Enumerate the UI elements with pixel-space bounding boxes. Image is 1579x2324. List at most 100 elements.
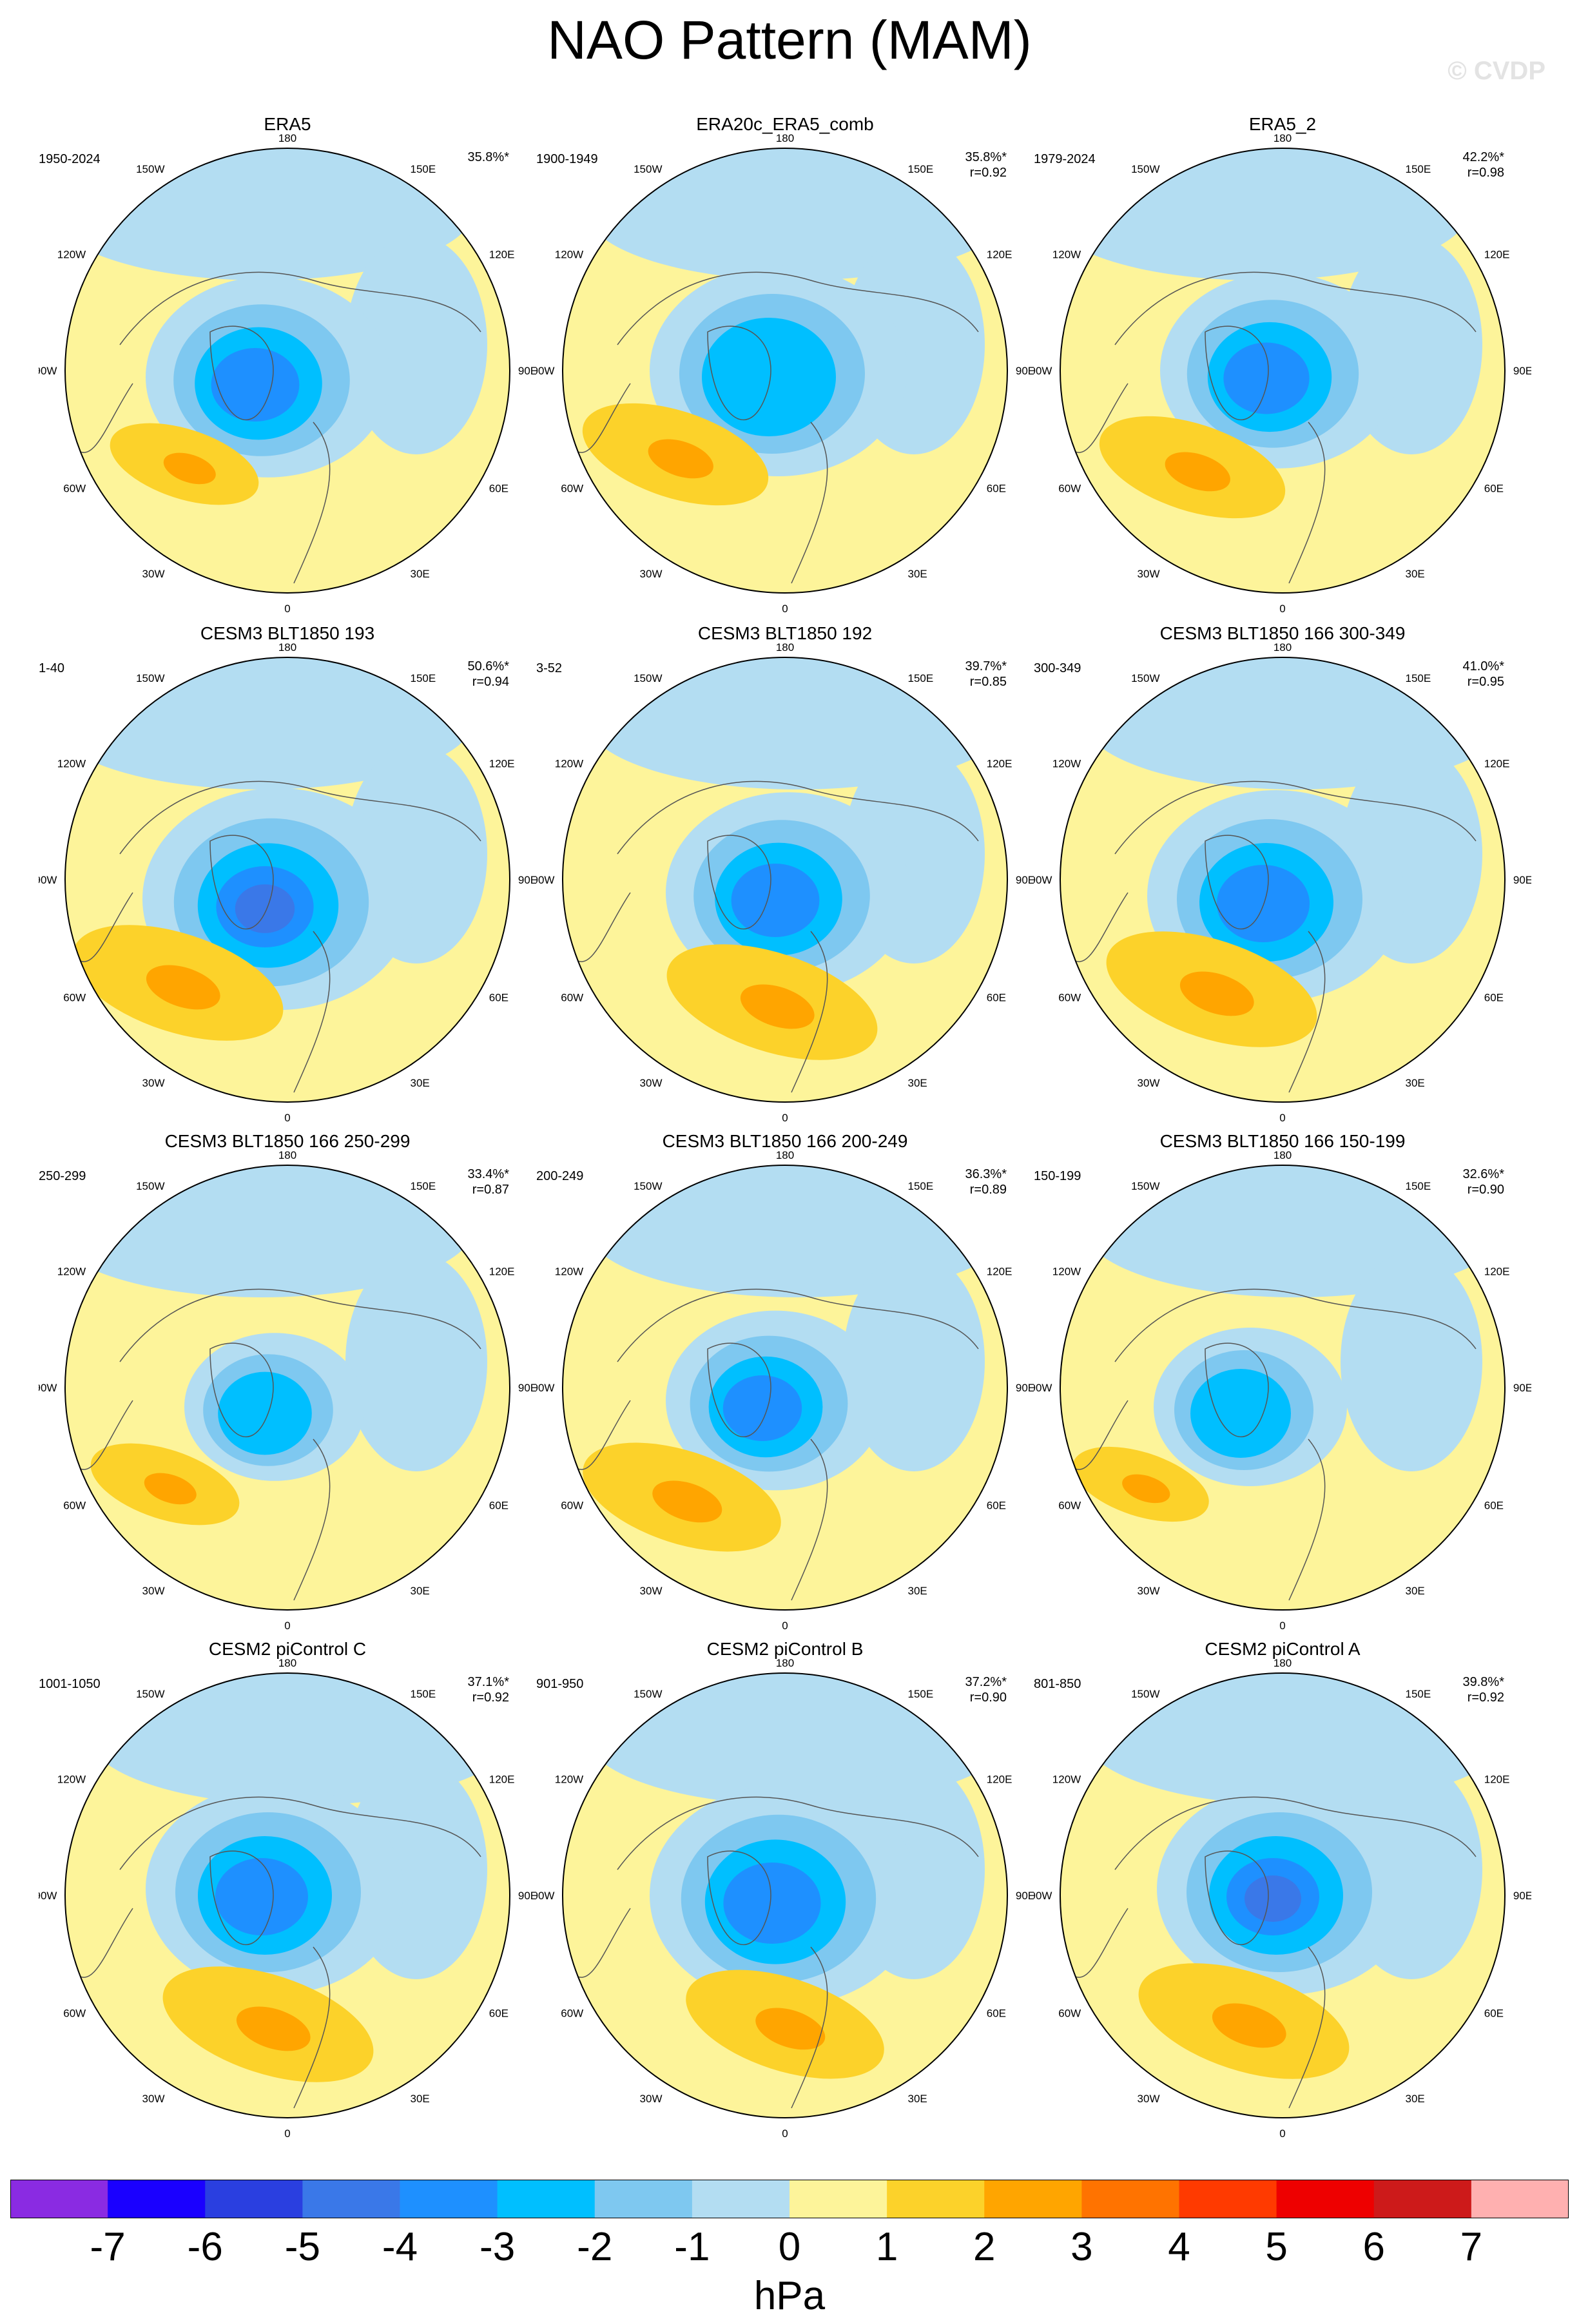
longitude-label: 0 bbox=[284, 1112, 290, 1124]
longitude-label: 120W bbox=[1052, 1774, 1081, 1786]
longitude-label: 150W bbox=[1131, 1180, 1159, 1192]
longitude-label: 120W bbox=[555, 1774, 583, 1786]
colorbar-swatch bbox=[10, 2180, 108, 2218]
longitude-label: 150E bbox=[1406, 1688, 1431, 1700]
longitude-label: 30E bbox=[411, 1077, 430, 1089]
longitude-label: 60W bbox=[561, 992, 583, 1004]
longitude-label: 30W bbox=[640, 1585, 663, 1597]
longitude-label: 150W bbox=[634, 163, 662, 175]
longitude-label: 30W bbox=[142, 2093, 165, 2105]
longitude-label: 30E bbox=[411, 568, 430, 580]
colorbar-swatch bbox=[692, 2180, 790, 2218]
colorbar-swatch bbox=[790, 2180, 887, 2218]
longitude-label: 120W bbox=[1052, 249, 1081, 261]
longitude-label: 30W bbox=[1138, 1585, 1160, 1597]
map-panel: CESM3 BLT1850 166 250-299 250-299 33.4%* r=… bbox=[39, 1130, 536, 1640]
longitude-label: 150W bbox=[1131, 672, 1159, 684]
longitude-label: 30W bbox=[640, 2093, 663, 2105]
longitude-label: 0 bbox=[1279, 2127, 1285, 2140]
longitude-label: 30E bbox=[1406, 1077, 1425, 1089]
variance-explained: 50.6%* bbox=[467, 659, 510, 673]
longitude-label: 120E bbox=[1484, 249, 1510, 261]
map-panel: ERA20c_ERA5_comb 1900-1949 35.8%* r=0.92 180… bbox=[536, 113, 1034, 623]
longitude-label: 90W bbox=[536, 365, 554, 377]
longitude-label: 90E bbox=[1513, 365, 1531, 377]
longitude-label: 60E bbox=[489, 2008, 509, 2020]
longitude-label: 150E bbox=[908, 163, 934, 175]
longitude-label: 120E bbox=[987, 1266, 1012, 1278]
polar-map: 180 0 90W 90E 150W 120W 150E 120E 60W 30W 60E 30E bbox=[39, 1149, 536, 1632]
longitude-label: 30E bbox=[908, 1585, 927, 1597]
longitude-label: 180 bbox=[1274, 641, 1292, 654]
pattern-correlation: r=0.85 bbox=[969, 675, 1007, 689]
colorbar-tick-label: -5 bbox=[284, 2225, 320, 2269]
longitude-label: 30E bbox=[411, 2093, 430, 2105]
colorbar-tick-label: 4 bbox=[1168, 2225, 1190, 2269]
longitude-label: 60W bbox=[63, 2008, 86, 2020]
colorbar-tick-label: 3 bbox=[1070, 2225, 1093, 2269]
panel-title: ERA5 bbox=[264, 114, 311, 134]
longitude-label: 120W bbox=[57, 249, 86, 261]
panel-stats: 35.8%* r=0.92 bbox=[965, 150, 1007, 180]
colorbar-tick-label: -6 bbox=[187, 2225, 223, 2269]
polar-map: 180 0 90W 90E 150W 120W 150E 120E 60W 30W 60E 30E bbox=[536, 641, 1034, 1124]
longitude-label: 90W bbox=[39, 1890, 57, 1902]
longitude-label: 180 bbox=[278, 1657, 296, 1669]
longitude-label: 30E bbox=[411, 1585, 430, 1597]
longitude-label: 30W bbox=[640, 1077, 663, 1089]
longitude-label: 30E bbox=[1406, 1585, 1425, 1597]
longitude-label: 30W bbox=[640, 568, 663, 580]
longitude-label: 60E bbox=[1484, 1500, 1504, 1512]
variance-explained: 35.8%* bbox=[965, 150, 1007, 164]
longitude-label: 0 bbox=[782, 603, 788, 615]
panel-stats: 37.2%* r=0.90 bbox=[965, 1674, 1007, 1705]
longitude-label: 150W bbox=[1131, 1688, 1159, 1700]
colorbar-swatch bbox=[984, 2180, 1082, 2218]
pattern-correlation: r=0.95 bbox=[1467, 675, 1504, 689]
variance-explained: 42.2%* bbox=[1462, 150, 1505, 164]
panel-title: CESM2 piControl B bbox=[706, 1639, 864, 1659]
colorbar-svg bbox=[10, 2180, 1569, 2218]
longitude-label: 180 bbox=[776, 1657, 794, 1669]
longitude-label: 120E bbox=[489, 249, 515, 261]
polar-map: 180 0 90W 90E 150W 120W 150E 120E 60W 30W 60E 30E bbox=[1034, 1657, 1531, 2140]
longitude-label: 60W bbox=[1058, 992, 1081, 1004]
longitude-label: 120W bbox=[555, 1266, 583, 1278]
longitude-label: 0 bbox=[782, 2127, 788, 2140]
panel-stats: 37.1%* r=0.92 bbox=[468, 1674, 510, 1705]
map-panel: CESM3 BLT1850 193 1-40 50.6%* r=0.94 180 0 90W… bbox=[39, 623, 536, 1132]
longitude-label: 90E bbox=[1016, 874, 1034, 886]
colorbar-tick-label: 6 bbox=[1362, 2225, 1385, 2269]
longitude-label: 90W bbox=[39, 874, 57, 886]
longitude-label: 180 bbox=[278, 1149, 296, 1161]
longitude-label: 30E bbox=[1406, 2093, 1425, 2105]
map-panel: CESM2 piControl B 901-950 37.2%* r=0.90 180 0… bbox=[536, 1638, 1034, 2147]
colorbar-swatch bbox=[1179, 2180, 1277, 2218]
panel-stats: 35.8%* bbox=[468, 150, 510, 165]
longitude-label: 0 bbox=[782, 1620, 788, 1632]
polar-map: 180 0 90W 90E 150W 120W 150E 120E 60W 30W 60E 30E bbox=[1034, 132, 1531, 615]
colorbar-swatch bbox=[887, 2180, 985, 2218]
colorbar-swatch bbox=[1276, 2180, 1375, 2218]
longitude-label: 90W bbox=[536, 1382, 554, 1394]
variance-explained: 39.7%* bbox=[965, 659, 1007, 673]
panel-period: 801-850 bbox=[1034, 1677, 1081, 1691]
longitude-label: 30E bbox=[908, 1077, 927, 1089]
variance-explained: 39.8%* bbox=[1462, 1675, 1505, 1689]
variance-explained: 35.8%* bbox=[467, 150, 510, 164]
colorbar-tick-label: 2 bbox=[973, 2225, 996, 2269]
pattern-correlation: r=0.94 bbox=[472, 675, 509, 689]
longitude-label: 150W bbox=[136, 672, 164, 684]
longitude-label: 120E bbox=[1484, 758, 1510, 770]
map-panel: CESM3 BLT1850 166 200-249 200-249 36.3%* r=… bbox=[536, 1130, 1034, 1640]
longitude-label: 60W bbox=[561, 1500, 583, 1512]
longitude-label: 150E bbox=[908, 1688, 934, 1700]
longitude-label: 60E bbox=[987, 992, 1006, 1004]
panel-period: 1-40 bbox=[39, 661, 65, 675]
longitude-label: 60E bbox=[1484, 483, 1504, 495]
longitude-label: 90E bbox=[518, 874, 536, 886]
longitude-label: 180 bbox=[1274, 1149, 1292, 1161]
longitude-label: 30W bbox=[1138, 568, 1160, 580]
longitude-label: 60W bbox=[1058, 1500, 1081, 1512]
variance-explained: 37.1%* bbox=[467, 1675, 510, 1689]
